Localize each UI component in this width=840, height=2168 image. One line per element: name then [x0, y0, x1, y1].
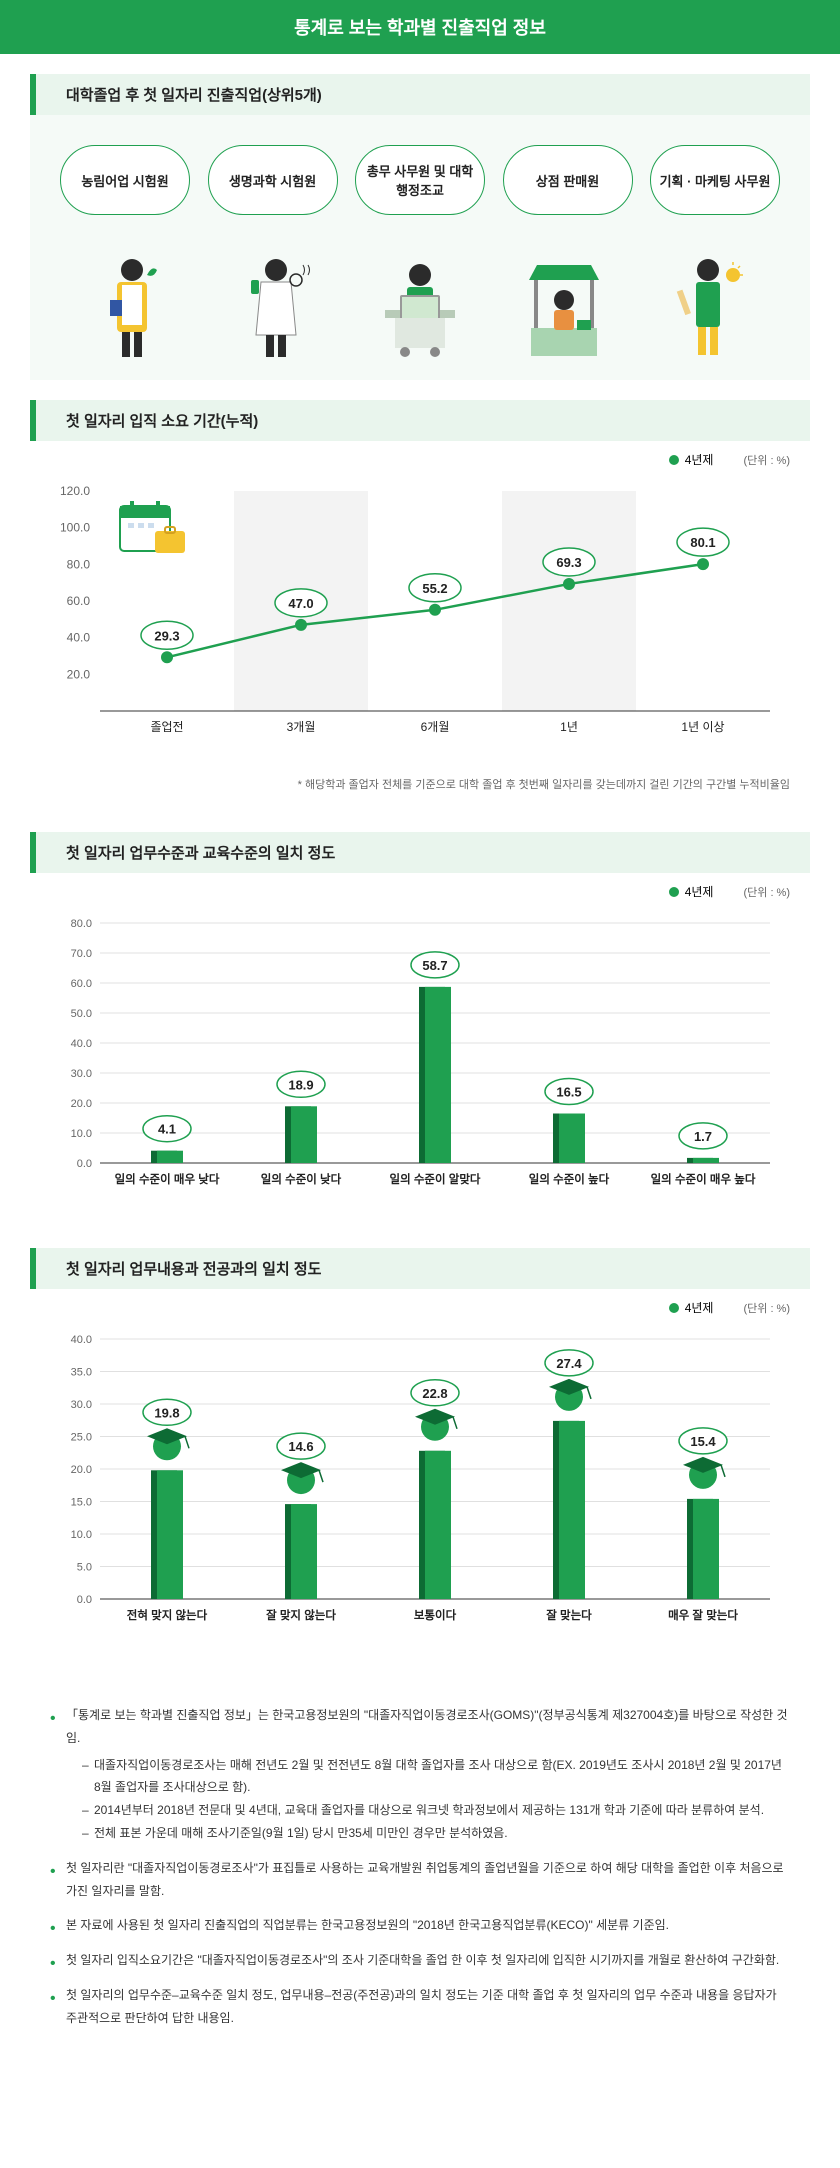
svg-text:잘 맞지 않는다: 잘 맞지 않는다: [266, 1608, 336, 1622]
unit-label: (단위 : %): [743, 884, 790, 900]
svg-text:일의 수준이 알맞다: 일의 수준이 알맞다: [389, 1172, 480, 1186]
illus-scientist: [226, 240, 326, 360]
chart-legend: 4년제 (단위 : %): [669, 451, 790, 468]
svg-text:15.0: 15.0: [71, 1497, 92, 1509]
svg-text:80.0: 80.0: [71, 918, 92, 930]
svg-text:매우 잘 맞는다: 매우 잘 맞는다: [668, 1608, 738, 1622]
svg-text:15.4: 15.4: [690, 1434, 716, 1449]
svg-text:전혀 맞지 않는다: 전혀 맞지 않는다: [127, 1608, 208, 1622]
job-bubble: 농림어업 시험원: [60, 145, 190, 215]
svg-text:58.7: 58.7: [422, 958, 447, 973]
svg-text:47.0: 47.0: [288, 596, 313, 611]
svg-text:0.0: 0.0: [77, 1594, 92, 1606]
section-line-chart: 첫 일자리 입직 소요 기간(누적) 4년제 (단위 : %) 20.0 40.0…: [0, 400, 840, 812]
svg-text:19.8: 19.8: [154, 1405, 179, 1420]
svg-text:10.0: 10.0: [71, 1128, 92, 1140]
svg-text:80.1: 80.1: [690, 535, 715, 550]
svg-text:120.0: 120.0: [60, 484, 90, 498]
footnote-item: 첫 일자리란 "대졸자직업이동경로조사"가 표집틀로 사용하는 교육개발원 취업…: [50, 1857, 790, 1903]
svg-text:25.0: 25.0: [71, 1432, 92, 1444]
svg-text:55.2: 55.2: [422, 581, 447, 596]
footnote-sub-item: 전체 표본 가운데 매해 조사기준일(9월 1일) 당시 만35세 미만인 경우…: [82, 1822, 790, 1845]
svg-text:6개월: 6개월: [421, 720, 450, 734]
footnotes: 「통계로 보는 학과별 진출직업 정보」는 한국고용정보원의 "대졸자직업이동경…: [0, 1664, 840, 2082]
footnote-item: 첫 일자리 입직소요기간은 "대졸자직업이동경로조사"의 조사 기준대학을 졸업…: [50, 1949, 790, 1972]
svg-text:100.0: 100.0: [60, 521, 90, 535]
svg-text:3개월: 3개월: [287, 720, 316, 734]
line-chart-svg: 20.0 40.0 60.0 80.0 100.0 120.0 29.3 졸업전 47.0 3개…: [50, 471, 790, 751]
legend-label: 4년제: [685, 1299, 714, 1316]
svg-text:40.0: 40.0: [71, 1334, 92, 1346]
unit-label: (단위 : %): [743, 452, 790, 468]
jobs-row: 농림어업 시험원 생명과학 시험원 총무 사무원 및 대학 행정조교 상점 판매…: [60, 145, 780, 215]
svg-text:30.0: 30.0: [71, 1068, 92, 1080]
footnote-sub-item: 2014년부터 2018년 전문대 및 4년대, 교육대 졸업자를 대상으로 워…: [82, 1799, 790, 1822]
job-bubble: 기획 · 마케팅 사무원: [650, 145, 780, 215]
illus-farmer: [82, 240, 182, 360]
job-bubble: 상점 판매원: [503, 145, 633, 215]
svg-text:1년: 1년: [560, 720, 578, 734]
illus-seller: [514, 240, 614, 360]
svg-text:16.5: 16.5: [556, 1085, 581, 1100]
svg-text:35.0: 35.0: [71, 1367, 92, 1379]
svg-text:14.6: 14.6: [288, 1439, 313, 1454]
footnote-item: 본 자료에 사용된 첫 일자리 진출직업의 직업분류는 한국고용정보원의 "20…: [50, 1914, 790, 1937]
illus-marketer: [658, 240, 758, 360]
svg-text:잘 맞는다: 잘 맞는다: [546, 1608, 592, 1622]
footnote-item: 첫 일자리의 업무수준–교육수준 일치 정도, 업무내용–전공(주전공)과의 일…: [50, 1984, 790, 2030]
bar-chart-1-svg: 0.0 10.0 20.0 30.0 40.0 50.0 60.0 70.0 80.0 4.1 일의…: [50, 903, 790, 1203]
svg-text:30.0: 30.0: [71, 1399, 92, 1411]
jobs-area: 농림어업 시험원 생명과학 시험원 총무 사무원 및 대학 행정조교 상점 판매…: [30, 115, 810, 380]
footnote-item: 「통계로 보는 학과별 진출직업 정보」는 한국고용정보원의 "대졸자직업이동경…: [50, 1704, 790, 1845]
svg-text:0.0: 0.0: [77, 1158, 92, 1170]
chart-note: * 해당학과 졸업자 전체를 기준으로 대학 졸업 후 첫번째 일자리를 갖는데…: [0, 776, 840, 812]
svg-text:20.0: 20.0: [71, 1464, 92, 1476]
section-bar2: 첫 일자리 업무내용과 전공과의 일치 정도 4년제 (단위 : %) 0.0 5…: [0, 1248, 840, 1664]
svg-text:1년 이상: 1년 이상: [681, 720, 724, 734]
svg-text:50.0: 50.0: [71, 1008, 92, 1020]
section-bar1: 첫 일자리 업무수준과 교육수준의 일치 정도 4년제 (단위 : %) 0.0…: [0, 832, 840, 1228]
legend-label: 4년제: [685, 451, 714, 468]
legend-label: 4년제: [685, 883, 714, 900]
svg-text:69.3: 69.3: [556, 555, 581, 570]
chart-legend: 4년제 (단위 : %): [669, 883, 790, 900]
svg-text:10.0: 10.0: [71, 1529, 92, 1541]
page-title: 통계로 보는 학과별 진출직업 정보: [0, 0, 840, 54]
svg-text:5.0: 5.0: [77, 1562, 92, 1574]
svg-text:60.0: 60.0: [71, 978, 92, 990]
svg-text:40.0: 40.0: [71, 1038, 92, 1050]
bar-chart-2-svg: 0.0 5.0 10.0 15.0 20.0 25.0 30.0 35.0 40.0 19.8 전혀…: [50, 1319, 790, 1639]
job-bubble: 총무 사무원 및 대학 행정조교: [355, 145, 485, 215]
svg-text:20.0: 20.0: [71, 1098, 92, 1110]
chart-legend: 4년제 (단위 : %): [669, 1299, 790, 1316]
illustrations-row: [60, 240, 780, 360]
svg-text:20.0: 20.0: [67, 667, 91, 681]
section3-title: 첫 일자리 업무수준과 교육수준의 일치 정도: [30, 832, 810, 873]
section4-title: 첫 일자리 업무내용과 전공과의 일치 정도: [30, 1248, 810, 1289]
unit-label: (단위 : %): [743, 1300, 790, 1316]
svg-text:29.3: 29.3: [154, 628, 179, 643]
svg-text:일의 수준이 매우 낮다: 일의 수준이 매우 낮다: [115, 1172, 220, 1186]
svg-text:80.0: 80.0: [67, 557, 91, 571]
svg-text:1.7: 1.7: [694, 1129, 712, 1144]
svg-text:70.0: 70.0: [71, 948, 92, 960]
section-jobs: 대학졸업 후 첫 일자리 진출직업(상위5개) 농림어업 시험원 생명과학 시험…: [0, 74, 840, 380]
job-bubble: 생명과학 시험원: [208, 145, 338, 215]
svg-text:일의 수준이 높다: 일의 수준이 높다: [529, 1172, 610, 1186]
section2-title: 첫 일자리 입직 소요 기간(누적): [30, 400, 810, 441]
section1-title: 대학졸업 후 첫 일자리 진출직업(상위5개): [30, 74, 810, 115]
svg-text:보통이다: 보통이다: [414, 1608, 457, 1622]
illus-officer: [370, 240, 470, 360]
svg-text:60.0: 60.0: [67, 594, 91, 608]
svg-text:일의 수준이 낮다: 일의 수준이 낮다: [261, 1172, 342, 1186]
svg-text:18.9: 18.9: [288, 1077, 313, 1092]
svg-text:졸업전: 졸업전: [150, 720, 183, 734]
svg-text:27.4: 27.4: [556, 1356, 582, 1371]
footnote-sub-item: 대졸자직업이동경로조사는 매해 전년도 2월 및 전전년도 8월 대학 졸업자를…: [82, 1754, 790, 1800]
svg-text:40.0: 40.0: [67, 631, 91, 645]
svg-text:일의 수준이 매우 높다: 일의 수준이 매우 높다: [651, 1172, 756, 1186]
svg-text:4.1: 4.1: [158, 1122, 176, 1137]
svg-text:22.8: 22.8: [422, 1386, 447, 1401]
